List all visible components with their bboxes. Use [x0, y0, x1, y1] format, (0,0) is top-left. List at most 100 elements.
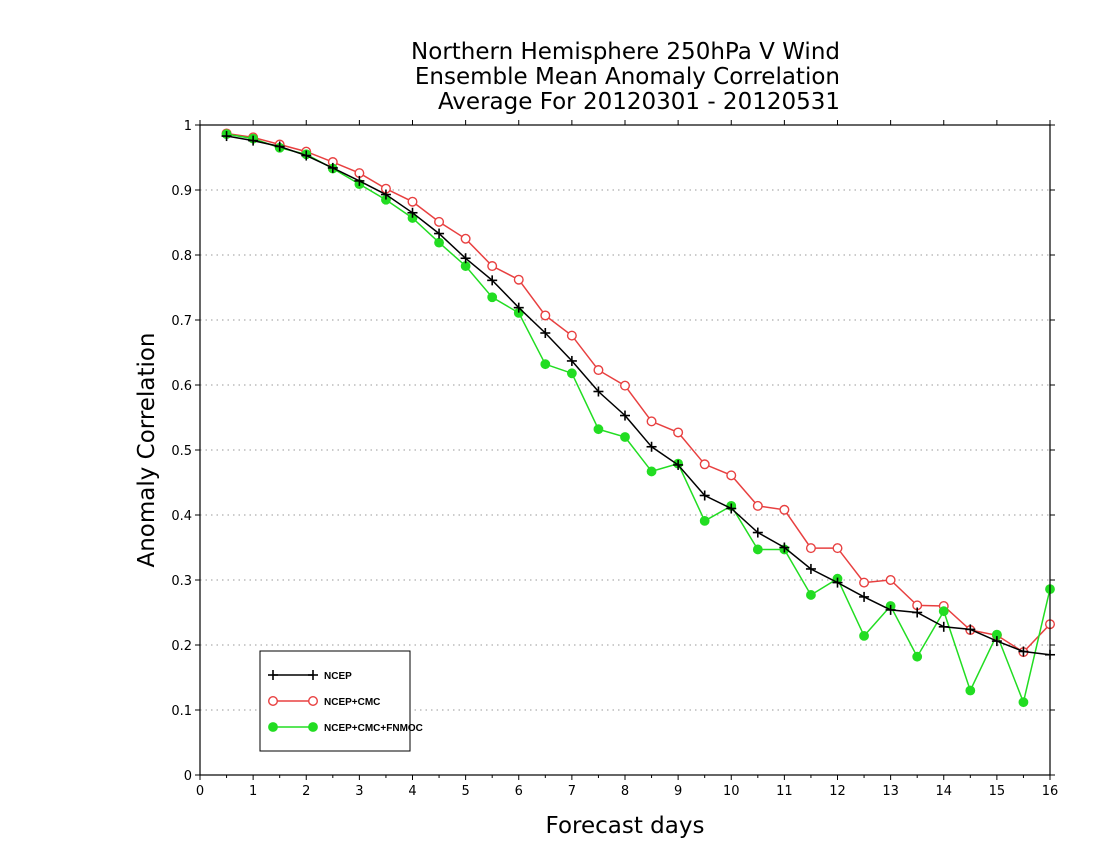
data-point-ncep	[327, 162, 338, 173]
y-tick-label: 0.1	[171, 704, 192, 719]
legend-entry-ncep-cmc: NCEP+CMC	[268, 696, 380, 708]
y-tick-label: 0.4	[171, 509, 192, 524]
data-point-ncep	[566, 355, 577, 366]
series-line-ncep-cmc	[226, 132, 1051, 654]
data-point-ncep	[513, 302, 524, 313]
gridlines	[200, 189, 1050, 711]
data-point-ncep-cmc-fnmoc	[752, 544, 763, 555]
data-point-ncep-cmc-fnmoc	[434, 237, 444, 248]
data-point-ncep	[779, 542, 790, 553]
y-tick-label: 0.9	[171, 184, 192, 199]
data-point-ncep	[301, 150, 312, 161]
legend-marker	[308, 670, 318, 680]
data-point-ncep	[699, 490, 710, 501]
data-point-ncep-cmc	[726, 470, 737, 481]
data-point-ncep-cmc	[460, 233, 471, 244]
data-point-ncep-cmc-fnmoc	[540, 359, 551, 370]
x-tick-label: 10	[723, 784, 740, 799]
legend-label: NCEP+CMC	[324, 697, 380, 708]
data-point-ncep	[912, 607, 923, 618]
chart-title: Northern Hemisphere 250hPa V Wind Ensemb…	[411, 39, 840, 115]
data-point-ncep	[832, 577, 843, 588]
data-point-ncep-cmc	[620, 380, 631, 391]
data-point-ncep	[248, 135, 259, 146]
data-point-ncep-cmc	[407, 196, 418, 207]
data-point-ncep	[407, 207, 418, 218]
data-point-ncep-cmc-fnmoc	[620, 432, 630, 442]
data-point-ncep	[460, 253, 471, 264]
x-tick-label: 7	[568, 784, 576, 799]
title-line-1: Northern Hemisphere 250hPa V Wind	[411, 39, 840, 65]
legend: NCEP NCEP+CMC NCEP+CMC+FNMOC	[259, 650, 423, 752]
x-tick-label: 6	[515, 784, 523, 799]
legend-marker	[308, 722, 318, 732]
data-point-ncep-cmc	[513, 274, 524, 285]
data-point-ncep	[434, 228, 445, 239]
data-point-ncep-cmc	[566, 330, 577, 341]
x-tick-label: 5	[461, 784, 469, 799]
x-tick-label: 1	[249, 784, 257, 799]
data-point-ncep	[673, 459, 684, 470]
x-tick-label: 2	[302, 784, 310, 799]
x-tick-label: 11	[776, 784, 793, 799]
legend-entry-ncep: NCEP	[268, 670, 352, 682]
x-tick-label: 15	[989, 784, 1006, 799]
data-point-ncep-cmc	[805, 543, 816, 554]
data-point-ncep-cmc	[434, 216, 445, 227]
legend-marker	[268, 722, 278, 732]
series-ncep	[221, 131, 1055, 660]
y-tick-label: 0.6	[171, 379, 192, 394]
y-tick-label: 0.5	[171, 444, 192, 459]
data-point-ncep	[752, 527, 763, 538]
x-tick-label: 16	[1042, 784, 1059, 799]
legend-label: NCEP	[324, 671, 352, 682]
legend-marker	[268, 696, 279, 707]
data-point-ncep-cmc-fnmoc	[646, 466, 657, 477]
data-point-ncep	[726, 503, 737, 514]
data-point-ncep-cmc-fnmoc	[487, 292, 498, 303]
data-point-ncep	[938, 621, 949, 632]
data-point-ncep-cmc	[752, 500, 763, 511]
data-point-ncep-cmc	[593, 365, 604, 376]
data-point-ncep	[991, 636, 1002, 647]
y-tick-label: 0	[184, 769, 192, 784]
data-point-ncep	[859, 591, 870, 602]
data-point-ncep	[274, 141, 285, 152]
data-point-ncep-cmc	[540, 310, 551, 321]
data-point-ncep	[620, 410, 630, 421]
data-point-ncep	[1018, 646, 1029, 657]
series-ncep-cmc	[221, 128, 1055, 658]
x-tick-label: 4	[408, 784, 416, 799]
x-tick-label: 0	[196, 784, 204, 799]
x-axis-title: Forecast days	[546, 813, 705, 839]
y-axis-title: Anomaly Correlation	[134, 332, 160, 567]
data-point-ncep	[885, 604, 896, 615]
data-point-ncep-cmc	[779, 504, 790, 515]
data-point-ncep-cmc-fnmoc	[593, 424, 604, 435]
data-point-ncep	[965, 624, 976, 635]
data-point-ncep-cmc-fnmoc	[938, 606, 949, 617]
data-point-ncep	[487, 275, 498, 286]
title-line-3: Average For 20120301 - 20120531	[438, 89, 840, 115]
data-point-ncep-cmc	[699, 459, 710, 470]
data-point-ncep	[354, 175, 365, 186]
series-ncep-cmc-fnmoc	[221, 129, 1055, 708]
data-point-ncep	[805, 563, 816, 574]
series-layer	[221, 128, 1055, 708]
x-tick-label: 14	[935, 784, 952, 799]
data-point-ncep-cmc	[487, 261, 498, 272]
data-point-ncep-cmc-fnmoc	[912, 651, 923, 662]
y-tick-label: 0.3	[171, 574, 192, 589]
x-tick-label: 9	[674, 784, 682, 799]
data-point-ncep	[540, 328, 551, 338]
y-tick-label: 0.2	[171, 639, 192, 654]
axis-ticks: 00.10.20.30.40.50.60.70.80.910 1 2 3 4 5 6 7 8 9 1…	[171, 119, 1058, 799]
data-point-ncep-cmc-fnmoc	[806, 590, 816, 600]
data-point-ncep-cmc	[673, 427, 684, 438]
data-point-ncep	[380, 189, 391, 200]
data-point-ncep-cmc-fnmoc	[859, 631, 869, 641]
data-point-ncep-cmc	[832, 543, 843, 554]
data-point-ncep-cmc	[646, 416, 657, 427]
y-tick-label: 1	[184, 119, 192, 134]
data-point-ncep-cmc	[859, 577, 870, 588]
